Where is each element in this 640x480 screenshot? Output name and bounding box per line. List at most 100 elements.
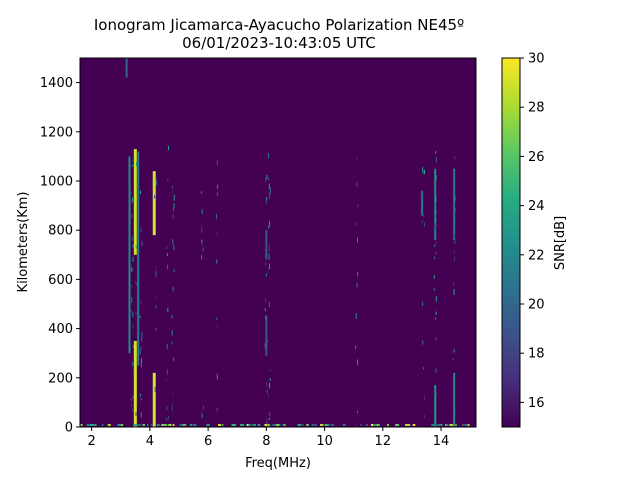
noise-speckle: [326, 424, 330, 426]
colorbar-label: SNR[dB]: [553, 216, 568, 270]
noise-speckle: [387, 424, 389, 426]
noise-speckle: [216, 259, 218, 264]
noise-speckle: [151, 424, 153, 426]
noise-speckle: [435, 337, 437, 341]
colorbar-tick-label: 22: [528, 248, 545, 263]
noise-speckle: [268, 393, 270, 399]
noise-speckle: [342, 424, 346, 426]
noise-speckle: [94, 424, 97, 426]
noise-speckle: [171, 314, 173, 319]
noise-speckle: [173, 194, 175, 201]
noise-speckle: [165, 378, 167, 382]
noise-speckle: [201, 413, 203, 418]
noise-speckle: [164, 424, 168, 426]
noise-speckle: [355, 313, 357, 319]
noise-speckle: [201, 223, 203, 228]
noise-speckle: [269, 382, 271, 389]
noise-speckle: [440, 424, 443, 426]
noise-speckle: [357, 272, 359, 277]
noise-speckle: [453, 348, 455, 353]
echo-trace: [133, 149, 137, 255]
colorbar-tick-label: 26: [528, 150, 545, 165]
noise-speckle: [433, 389, 435, 394]
noise-speckle: [355, 345, 357, 350]
noise-speckle: [216, 407, 218, 412]
noise-speckle: [201, 411, 203, 414]
noise-speckle: [166, 343, 168, 350]
noise-speckle: [268, 253, 270, 260]
noise-speckle: [269, 411, 271, 417]
noise-speckle: [268, 183, 270, 190]
noise-speckle: [132, 395, 134, 399]
noise-speckle: [265, 198, 267, 204]
echo-trace: [434, 385, 437, 427]
noise-speckle: [140, 228, 142, 232]
noise-speckle: [206, 424, 208, 426]
noise-speckle: [269, 424, 271, 427]
noise-speckle: [156, 424, 160, 426]
noise-speckle: [453, 250, 455, 254]
noise-speckle: [269, 369, 271, 372]
noise-speckle: [265, 253, 267, 257]
noise-speckle: [267, 424, 270, 426]
noise-speckle: [434, 232, 436, 237]
noise-speckle: [208, 424, 210, 426]
noise-speckle: [171, 185, 173, 189]
noise-speckle: [306, 424, 309, 426]
noise-speckle: [422, 367, 424, 370]
noise-speckle: [231, 424, 235, 426]
noise-speckle: [355, 424, 357, 427]
noise-speckle: [166, 417, 168, 421]
noise-speckle: [435, 226, 437, 231]
echo-traces: [125, 58, 456, 427]
echo-trace: [453, 168, 456, 241]
noise-speckle: [435, 222, 437, 229]
noise-speckle: [454, 256, 456, 262]
noise-speckle: [131, 198, 133, 205]
noise-speckle: [453, 289, 455, 296]
colorbar-tick-label: 20: [528, 298, 545, 313]
noise-speckle: [182, 424, 187, 426]
noise-speckle: [89, 424, 94, 426]
noise-speckle: [171, 330, 173, 336]
noise-speckle: [140, 398, 142, 401]
noise-speckle: [269, 191, 271, 196]
noise-speckle: [172, 287, 174, 292]
noise-speckle: [406, 424, 411, 426]
noise-speckle: [142, 424, 146, 426]
noise-speckle: [140, 190, 142, 194]
echo-trace: [265, 230, 268, 260]
noise-speckle: [455, 424, 457, 426]
noise-speckle: [172, 424, 175, 426]
noise-speckle: [265, 177, 267, 183]
noise-speckle: [454, 217, 456, 223]
noise-speckle: [248, 424, 251, 426]
noise-speckle: [356, 410, 358, 414]
noise-speckle: [423, 214, 425, 218]
colorbar-tick-label: 24: [528, 199, 545, 214]
noise-speckle: [216, 324, 218, 330]
noise-speckle: [168, 416, 170, 419]
colorbar-tick-label: 18: [528, 347, 545, 362]
y-tick-label: 200: [48, 371, 73, 386]
noise-speckle: [172, 392, 174, 395]
noise-speckle: [132, 311, 134, 318]
noise-speckle: [268, 249, 270, 252]
noise-speckle: [132, 256, 134, 262]
echo-trace: [453, 372, 456, 427]
noise-speckle: [201, 240, 203, 243]
noise-speckle: [422, 340, 424, 345]
noise-speckle: [132, 324, 134, 330]
noise-speckle: [216, 192, 218, 196]
x-axis: 2 4 6 8 10 12 14: [88, 427, 449, 449]
noise-speckle: [131, 213, 133, 219]
noise-speckle: [132, 408, 134, 412]
colorbar-tick-label: 30: [528, 52, 545, 67]
y-tick-label: 400: [48, 322, 73, 337]
noise-speckle: [136, 162, 138, 167]
noise-speckles: [80, 145, 476, 427]
noise-speckle: [344, 424, 346, 426]
noise-speckle: [202, 405, 204, 410]
noise-speckle: [357, 204, 359, 208]
